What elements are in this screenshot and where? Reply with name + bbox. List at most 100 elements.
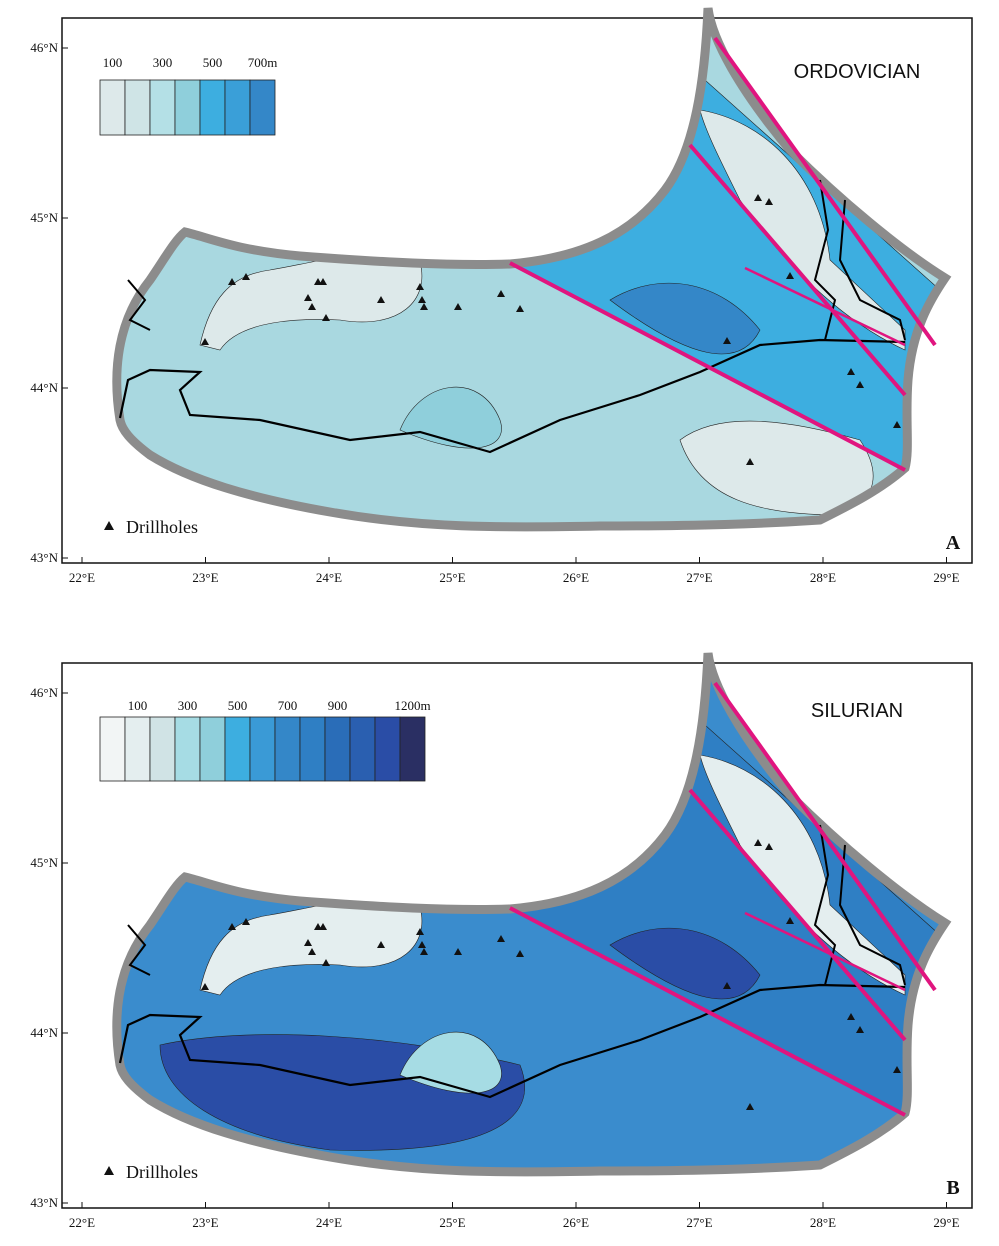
drillhole [497, 935, 505, 942]
lat-label: 45°N [30, 210, 58, 225]
legend-label: 300 [153, 55, 173, 70]
legend-swatch [274, 716, 301, 782]
drillhole [228, 923, 236, 930]
panel-title: SILURIAN [811, 700, 903, 722]
legend-swatch [399, 716, 426, 782]
legend-note: Drillholes [126, 1162, 198, 1182]
drillhole [754, 194, 762, 201]
fault-line [744, 266, 906, 347]
drillhole [228, 278, 236, 285]
legend-swatch [149, 79, 176, 136]
legend-label: 900 [328, 698, 348, 713]
drillhole [304, 939, 312, 946]
drillhole [322, 959, 330, 966]
panel-letter: A [946, 532, 961, 554]
legend-swatch [224, 716, 251, 782]
map-panel: 46°N 45°N 44°N 43°N 22°E 23°E 24°E 25°E 26°E 27°E… [30, 8, 973, 585]
drillhole [418, 941, 426, 948]
lon-label: 27°E [686, 1215, 712, 1230]
lon-label: 26°E [563, 1215, 589, 1230]
lon-label: 22°E [69, 1215, 95, 1230]
lon-label: 22°E [69, 570, 95, 585]
lon-label: 24°E [316, 1215, 342, 1230]
drillhole [765, 843, 773, 850]
fault-line [509, 261, 906, 472]
lon-label: 29°E [933, 1215, 959, 1230]
drillhole [377, 296, 385, 303]
drillhole [418, 296, 426, 303]
legend-drillhole [104, 1166, 114, 1175]
lon-label: 25°E [439, 1215, 465, 1230]
legend-swatch [249, 79, 276, 136]
legend-swatch [349, 716, 376, 782]
drillhole [242, 273, 250, 280]
drillhole [377, 941, 385, 948]
lon-label: 28°E [810, 1215, 836, 1230]
legend-swatch [224, 79, 251, 136]
legend-swatch [324, 716, 351, 782]
border [127, 179, 906, 341]
drillhole [856, 381, 864, 388]
lon-label: 29°E [933, 570, 959, 585]
drillhole [420, 948, 428, 955]
legend-swatch [124, 716, 151, 782]
drillhole [786, 917, 794, 924]
fault-line [713, 681, 937, 992]
drillhole [201, 338, 209, 345]
drillhole [847, 368, 855, 375]
contour-zone [609, 927, 761, 1000]
fault-line [713, 36, 937, 347]
lat-label: 44°N [30, 1025, 58, 1040]
drillhole [242, 918, 250, 925]
legend-label: 700 [278, 698, 298, 713]
drillhole [786, 272, 794, 279]
drillhole [856, 1026, 864, 1033]
drillhole [516, 305, 524, 312]
fault-line [744, 911, 906, 992]
panel-letter: B [946, 1177, 959, 1199]
border [127, 824, 906, 986]
panel-title: ORDOVICIAN [794, 61, 921, 83]
legend-label: 100 [103, 55, 123, 70]
drillhole [454, 303, 462, 310]
contour-zone [609, 282, 761, 355]
legend-swatch [99, 79, 126, 136]
lat-label: 43°N [30, 1195, 58, 1210]
lon-label: 23°E [192, 570, 218, 585]
legend-swatch [124, 79, 151, 136]
lon-label: 26°E [563, 570, 589, 585]
legend-swatch [249, 716, 276, 782]
drillhole [765, 198, 773, 205]
lon-label: 28°E [810, 570, 836, 585]
legend-drillhole [104, 521, 114, 530]
fault-line [509, 906, 906, 1117]
legend-label: 500 [228, 698, 248, 713]
drillhole [516, 950, 524, 957]
legend-swatch [199, 79, 226, 136]
drillhole [308, 303, 316, 310]
drillhole [304, 294, 312, 301]
drillhole [723, 337, 731, 344]
lon-label: 27°E [686, 570, 712, 585]
border [118, 983, 906, 1099]
legend-label: 100 [128, 698, 148, 713]
legend-label: 1200m [394, 698, 430, 713]
lat-label: 46°N [30, 40, 58, 55]
legend-swatch [99, 716, 126, 782]
legend-note: Drillholes [126, 517, 198, 537]
fault-line [688, 788, 907, 1042]
legend-swatch [374, 716, 401, 782]
legend-swatch [199, 716, 226, 782]
legend-label: 500 [203, 55, 223, 70]
drillhole [416, 928, 424, 935]
legend-label: 300 [178, 698, 198, 713]
fault-line [688, 143, 907, 397]
drillhole [893, 421, 901, 428]
drillhole [201, 983, 209, 990]
drillhole [723, 982, 731, 989]
drillhole [322, 314, 330, 321]
drillhole [420, 303, 428, 310]
lat-label: 43°N [30, 550, 58, 565]
lat-label: 46°N [30, 685, 58, 700]
drillhole [319, 923, 327, 930]
